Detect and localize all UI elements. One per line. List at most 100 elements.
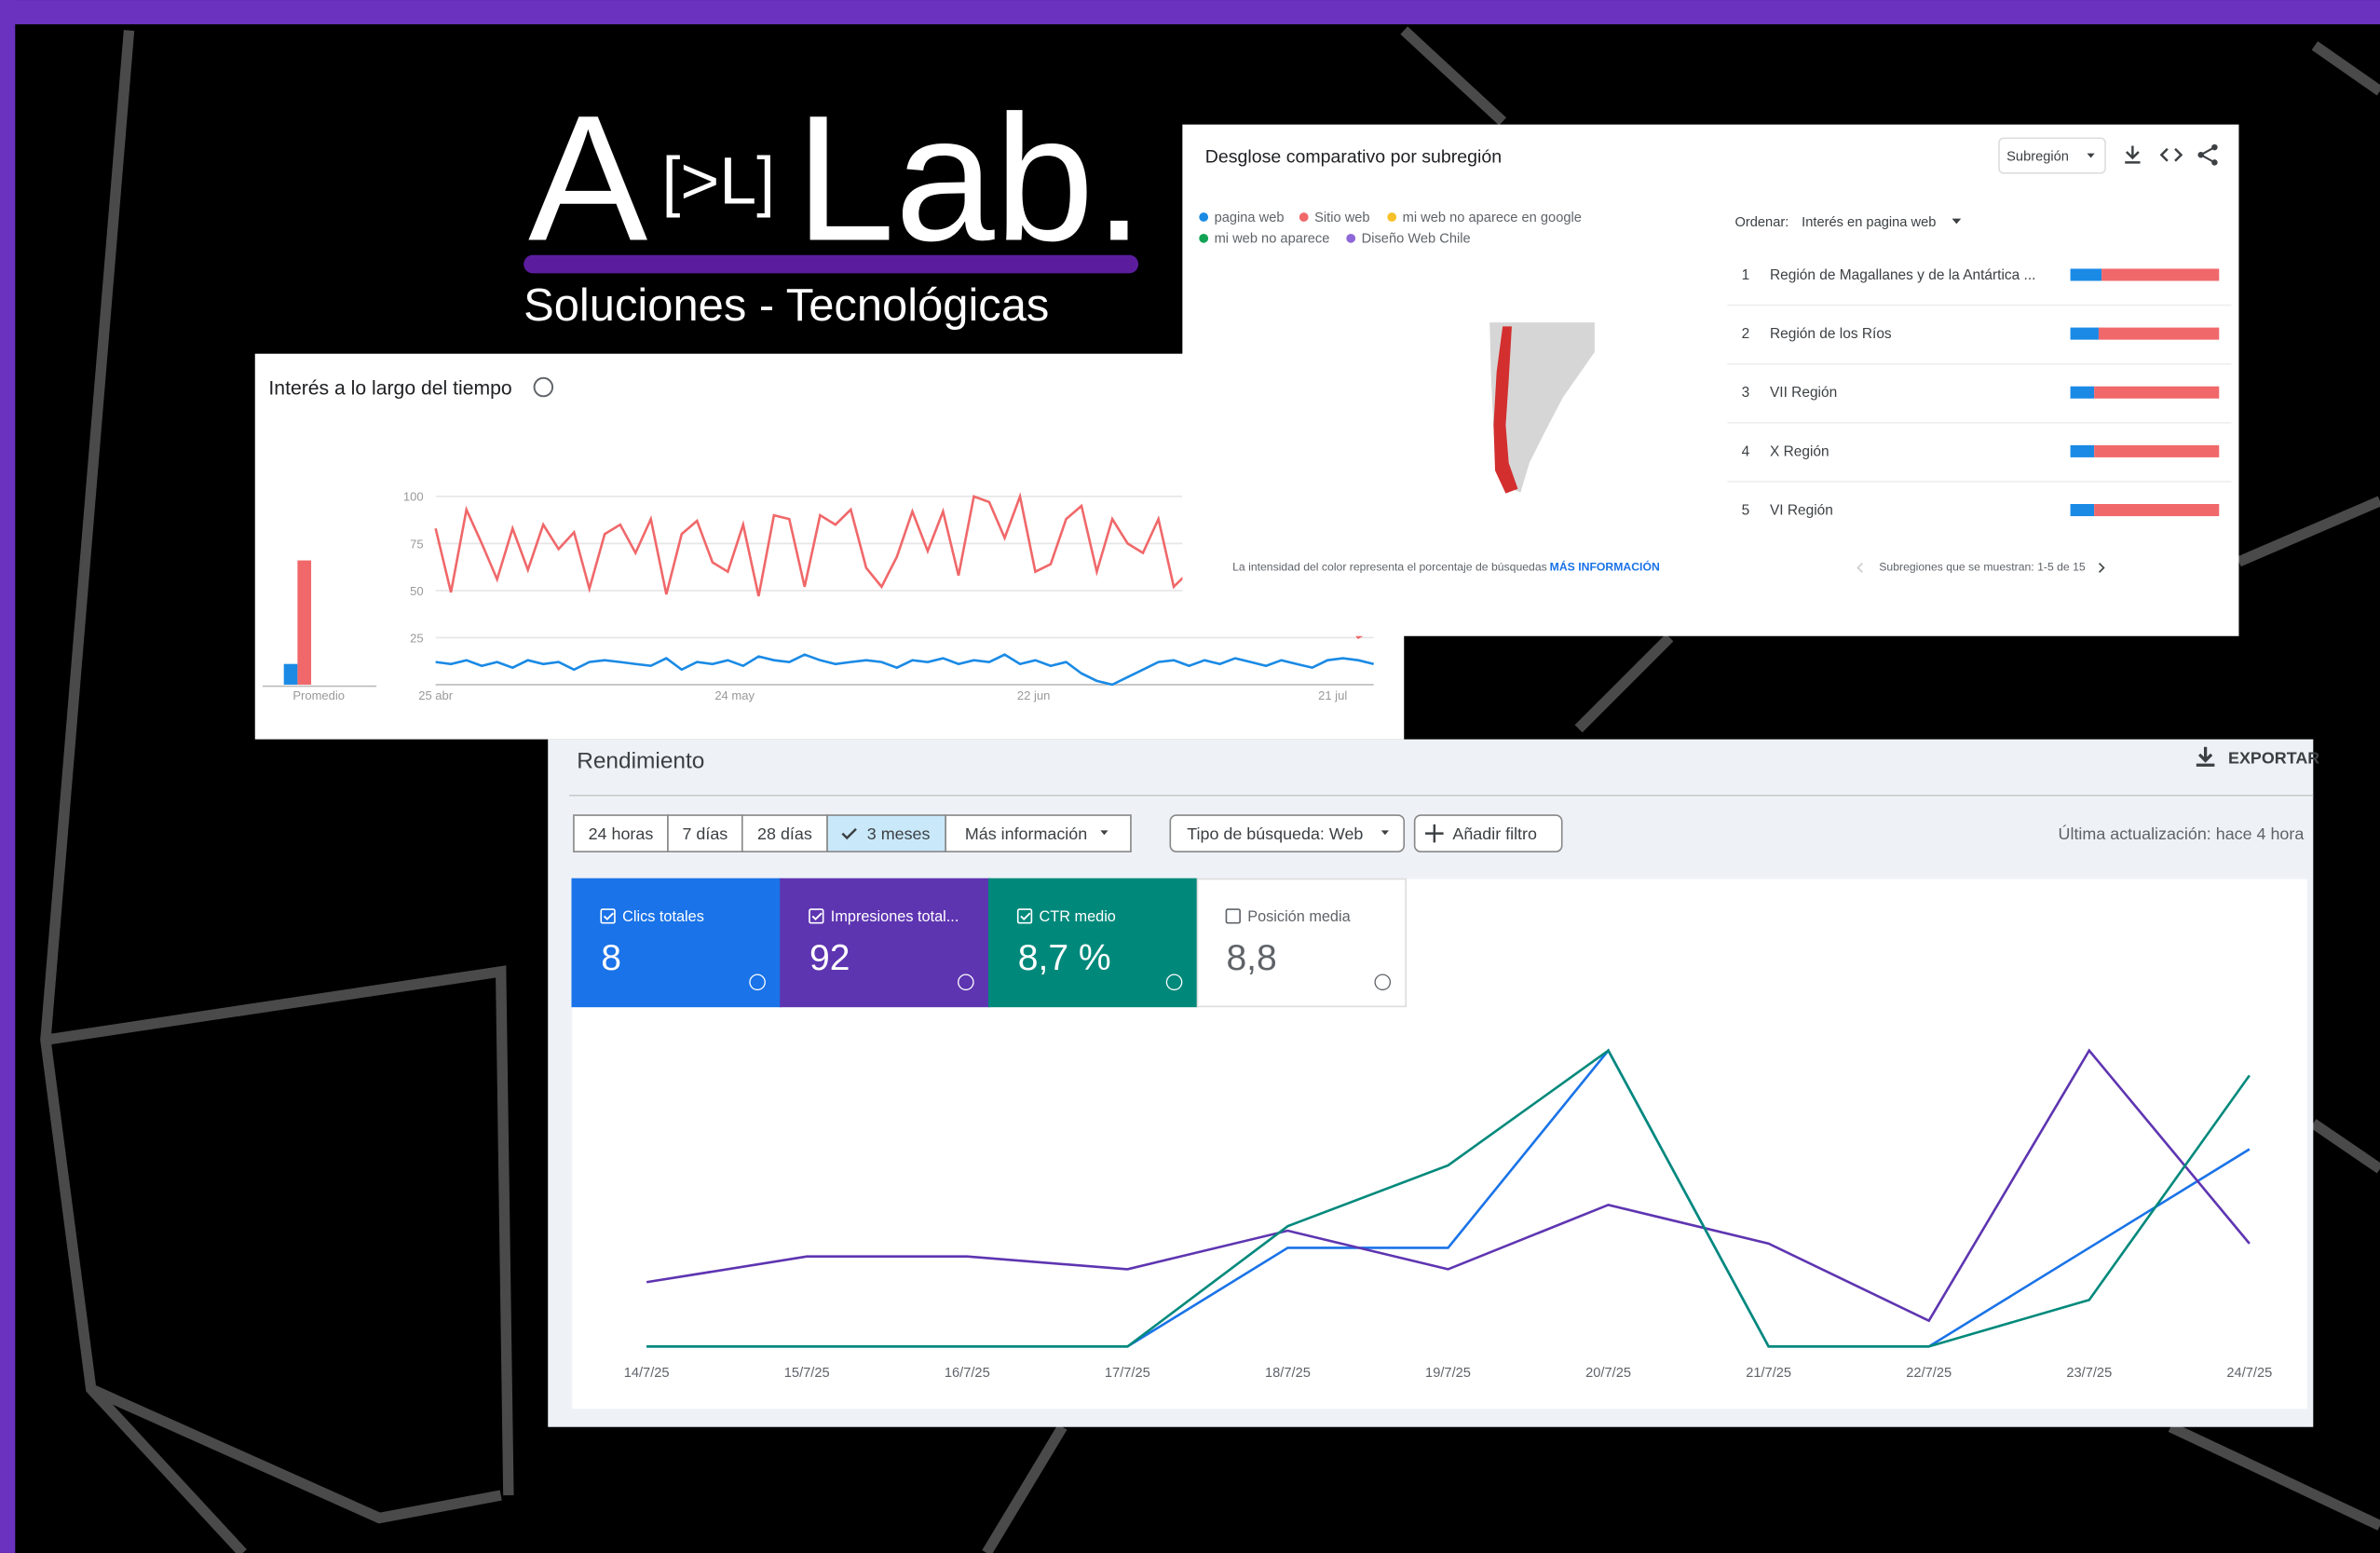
sort-value[interactable]: Interés en pagina web: [1802, 215, 1936, 230]
add-filter-chip[interactable]: [1413, 814, 1563, 852]
metric-help[interactable]: [749, 974, 766, 991]
help-icon[interactable]: [533, 376, 554, 398]
metric-value: 8,7 %: [1018, 938, 1111, 978]
x-tick-label: 24 may: [714, 688, 755, 702]
x-tick-label: 20/7/25: [1585, 1366, 1631, 1381]
footer-link[interactable]: MÁS INFORMACIÓN: [1550, 560, 1660, 574]
range-chip[interactable]: [741, 814, 828, 852]
top-bar: [0, 0, 2380, 25]
row-name: VII Región: [1770, 385, 1837, 401]
x-tick-label: 15/7/25: [784, 1366, 830, 1381]
sort-caret: [1952, 218, 1962, 225]
dropdown-caret: [2087, 153, 2095, 158]
embed-icon[interactable]: [2159, 147, 2183, 162]
row-name: X Región: [1770, 443, 1829, 459]
metric-checkbox[interactable]: [600, 908, 616, 924]
footer-note: La intensidad del color representa el po…: [1232, 561, 1547, 574]
x-tick-label: 25 abr: [418, 688, 454, 702]
logo-name: Lab.: [796, 77, 1144, 278]
row-name: VI Región: [1770, 502, 1833, 518]
average-label: Promedio: [292, 688, 345, 702]
metric-help[interactable]: [1374, 974, 1392, 991]
legend-label[interactable]: mi web no aparece en google: [1403, 211, 1582, 225]
sort-label: Ordenar:: [1734, 215, 1788, 230]
background-lines: [40, 26, 2380, 1553]
checkbox-tick: [811, 912, 823, 921]
left-bar: [0, 0, 16, 1553]
x-tick-label: 23/7/25: [2066, 1366, 2112, 1381]
y-tick-label: 50: [410, 584, 423, 598]
map-chile: [1493, 326, 1518, 494]
share-bar: [2101, 268, 2220, 281]
metric-checkbox[interactable]: [1225, 908, 1241, 924]
metric-card[interactable]: [1196, 878, 1408, 1008]
legend-label[interactable]: Diseño Web Chile: [1362, 232, 1471, 247]
average-bar: [283, 663, 298, 685]
next-page[interactable]: [2098, 562, 2105, 573]
y-tick-label: 100: [403, 490, 424, 504]
share-dots: [2197, 143, 2218, 166]
panel-bg: [1182, 124, 2239, 636]
metric-checkbox[interactable]: [809, 908, 824, 924]
row-name: Región de los Ríos: [1770, 326, 1892, 342]
range-chip[interactable]: [826, 814, 946, 852]
range-label: Más información: [965, 824, 1087, 843]
logo: A [>L] Lab. Soluciones - Tecnológicas: [524, 77, 1144, 331]
logo-badge: [>L]: [661, 143, 775, 218]
dropdown[interactable]: [1998, 137, 2106, 174]
metric-card[interactable]: [987, 878, 1199, 1008]
legend-swatch: [1199, 212, 1209, 222]
search-type-chip[interactable]: [1169, 814, 1406, 852]
metric-label: Impresiones total...: [831, 908, 959, 925]
range-chip[interactable]: [573, 814, 669, 852]
range-chip[interactable]: [945, 814, 1132, 852]
metric-label: CTR medio: [1040, 908, 1116, 925]
x-tick-label: 18/7/25: [1265, 1366, 1311, 1381]
map-land: [1488, 320, 1597, 495]
x-tick-label: 21 jul: [1318, 688, 1347, 702]
x-tick-label: 22 jun: [1017, 688, 1050, 702]
share-bar: [2070, 504, 2095, 517]
legend-label[interactable]: Sitio web: [1314, 211, 1369, 225]
pagination: Subregiones que se muestran: 1-5 de 15: [1879, 561, 2086, 574]
metric-line: [646, 1048, 2251, 1348]
share-bar: [2094, 444, 2220, 457]
export-icon: [2196, 746, 2215, 767]
share-bar: [2070, 327, 2099, 340]
legend-label[interactable]: pagina web: [1215, 211, 1285, 225]
range-label: 28 días: [757, 824, 812, 843]
metric-label: Clics totales: [622, 908, 704, 925]
legend-swatch: [1299, 212, 1309, 222]
share-bar: [2070, 444, 2095, 457]
legend-label[interactable]: mi web no aparece: [1215, 232, 1330, 247]
panel-title: Desglose comparativo por subregión: [1205, 146, 1502, 167]
share-bar: [2094, 504, 2220, 517]
x-tick-label: 24/7/25: [2226, 1366, 2272, 1381]
row-name: Región de Magallanes y de la Antártica .…: [1770, 267, 2036, 283]
row-rank: 2: [1742, 326, 1750, 342]
legend-swatch: [1387, 212, 1397, 222]
metric-help[interactable]: [958, 974, 974, 991]
prev-page[interactable]: [1856, 562, 1863, 573]
metric-card[interactable]: [780, 878, 990, 1008]
row-rank: 5: [1742, 502, 1750, 518]
range-label: 24 horas: [589, 824, 654, 843]
metric-checkbox[interactable]: [1016, 908, 1033, 924]
range-label: 3 meses: [867, 824, 931, 843]
metric-line: [646, 1048, 2251, 1323]
panel-title: Rendimiento: [577, 749, 704, 774]
logo-underline: [524, 254, 1139, 274]
download-icon[interactable]: [2125, 145, 2141, 164]
share-bar: [2070, 386, 2095, 399]
export-button[interactable]: EXPORTAR: [2228, 749, 2319, 768]
x-tick-label: 22/7/25: [1906, 1366, 1952, 1381]
metric-help[interactable]: [1165, 974, 1183, 991]
search-type-caret: [1380, 830, 1389, 836]
add-filter-label: Añadir filtro: [1452, 824, 1537, 843]
metric-value: 92: [809, 938, 850, 978]
search-type-label: Tipo de búsqueda: Web: [1187, 824, 1363, 843]
checkbox-tick: [603, 912, 614, 921]
y-tick-label: 75: [410, 537, 423, 551]
range-label: 7 días: [682, 824, 728, 843]
